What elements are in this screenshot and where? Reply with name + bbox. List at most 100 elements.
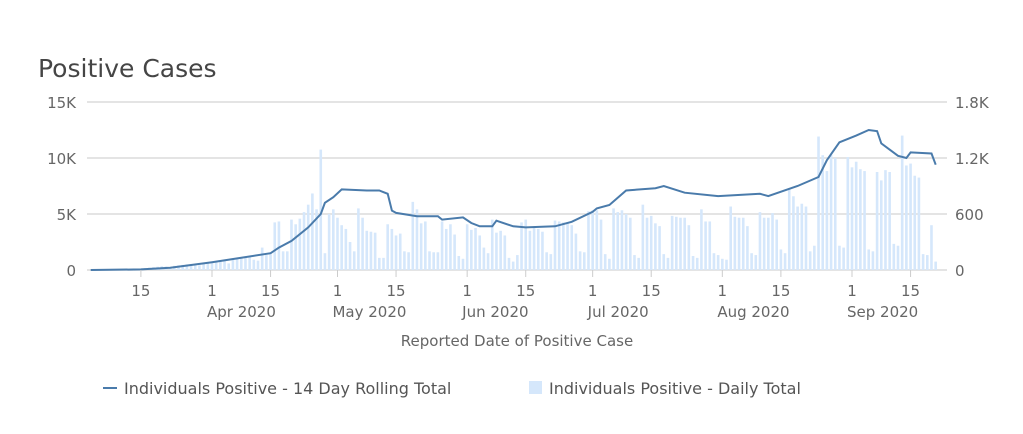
daily-total-bar xyxy=(792,196,795,270)
daily-total-bar xyxy=(863,171,866,270)
daily-total-bar xyxy=(470,229,473,270)
daily-total-bar xyxy=(235,258,239,270)
daily-total-bar xyxy=(536,228,540,270)
chart-title: Positive Cases xyxy=(38,54,217,83)
left-y-tick-label: 10K xyxy=(47,150,77,168)
x-month-label: Jun 2020 xyxy=(461,303,528,321)
daily-total-bar xyxy=(189,263,193,270)
daily-total-bar xyxy=(198,265,201,270)
daily-total-bar xyxy=(750,253,753,270)
daily-total-bar xyxy=(285,251,289,270)
daily-total-bar xyxy=(306,204,310,270)
daily-total-bar xyxy=(260,247,264,270)
daily-total-bar xyxy=(595,210,599,270)
daily-total-bar xyxy=(432,252,435,270)
daily-total-bar xyxy=(704,221,707,270)
daily-total-bar xyxy=(185,264,189,270)
daily-total-bar xyxy=(921,254,925,270)
x-axis: 15 1 Apr 2020 15 1 May 2020 15 1 Jun 2020 15 1 Jul … xyxy=(131,270,920,321)
daily-total-bar xyxy=(219,261,222,270)
daily-total-bar xyxy=(495,232,498,270)
daily-total-bar xyxy=(813,245,816,270)
daily-total-bar xyxy=(302,212,306,270)
daily-total-bar xyxy=(574,233,578,270)
daily-total-bar xyxy=(867,249,871,270)
daily-total-bar xyxy=(616,212,620,270)
daily-total-bar xyxy=(528,230,532,270)
daily-total-bar xyxy=(503,235,507,270)
daily-total-bar xyxy=(239,257,243,270)
daily-total-bar xyxy=(474,228,477,270)
daily-total-bar xyxy=(578,251,582,270)
daily-total-bar xyxy=(859,169,862,270)
daily-total-bar xyxy=(382,257,385,270)
daily-total-bar xyxy=(453,234,456,270)
daily-total-bar xyxy=(896,245,900,270)
daily-total-bar xyxy=(323,253,327,270)
daily-total-bar xyxy=(825,171,829,270)
x-month-label: Sep 2020 xyxy=(847,303,918,321)
daily-total-bar xyxy=(900,135,904,270)
daily-total-bar xyxy=(879,180,883,270)
daily-total-bar xyxy=(290,219,293,270)
daily-total-bar xyxy=(662,254,666,270)
daily-total-bar xyxy=(273,222,277,270)
daily-total-bar xyxy=(223,260,226,270)
x-tick-label: 1 xyxy=(333,282,343,300)
daily-total-bar xyxy=(524,219,528,270)
daily-total-bar xyxy=(620,210,624,270)
daily-total-bar xyxy=(415,209,419,270)
daily-total-bar xyxy=(319,149,323,270)
daily-total-bar xyxy=(352,251,356,270)
daily-total-bar xyxy=(884,170,887,270)
daily-total-bar xyxy=(775,219,779,270)
daily-total-bar xyxy=(817,136,820,270)
daily-total-bar xyxy=(721,258,724,270)
daily-total-bar xyxy=(465,224,469,270)
x-tick-label: 15 xyxy=(261,282,280,300)
daily-total-bar xyxy=(403,251,406,270)
daily-total-bar xyxy=(532,228,536,270)
x-tick-label: 15 xyxy=(131,282,150,300)
left-y-axis: 0 5K 10K 15K xyxy=(47,94,77,280)
daily-total-bar xyxy=(461,258,465,270)
daily-total-bar xyxy=(612,208,615,270)
x-tick-label: 15 xyxy=(642,282,661,300)
daily-total-bar xyxy=(206,263,210,270)
daily-total-bar xyxy=(737,217,741,270)
daily-total-bar xyxy=(516,255,519,270)
daily-total-bar xyxy=(193,264,197,270)
daily-total-bar xyxy=(311,193,314,270)
legend-item-rolling-total[interactable]: Individuals Positive - 14 Day Rolling To… xyxy=(103,379,451,398)
daily-total-bar xyxy=(457,256,461,270)
right-y-tick-label: 0 xyxy=(955,262,965,280)
daily-total-bar xyxy=(629,217,632,270)
right-y-axis: 0 600 1.2K 1.8K xyxy=(955,94,990,280)
daily-total-bar xyxy=(716,255,720,270)
x-month-label: Aug 2020 xyxy=(717,303,789,321)
daily-total-bar xyxy=(670,215,674,270)
daily-total-bar xyxy=(511,261,515,270)
daily-total-bar xyxy=(645,217,649,270)
legend-item-daily-total[interactable]: Individuals Positive - Daily Total xyxy=(529,379,801,398)
daily-total-bar xyxy=(340,225,343,270)
daily-total-bar xyxy=(695,257,699,270)
daily-total-bar xyxy=(244,256,247,270)
daily-total-bar xyxy=(365,230,369,270)
x-month-label: Apr 2020 xyxy=(207,303,276,321)
daily-total-bar xyxy=(741,217,745,270)
x-tick-label: 1 xyxy=(588,282,598,300)
daily-total-bar xyxy=(181,264,185,270)
daily-total-bar xyxy=(394,235,398,270)
right-y-tick-label: 1.2K xyxy=(955,150,990,168)
daily-total-bar xyxy=(482,247,486,270)
daily-total-bar xyxy=(846,157,850,270)
daily-total-bar xyxy=(679,217,682,270)
daily-total-bar xyxy=(762,217,766,270)
daily-total-bar xyxy=(733,216,737,270)
daily-total-bar xyxy=(269,254,272,270)
x-tick-label: 1 xyxy=(207,282,217,300)
daily-total-bars xyxy=(101,135,937,270)
daily-total-bar xyxy=(424,221,427,270)
daily-total-bar xyxy=(348,242,352,270)
